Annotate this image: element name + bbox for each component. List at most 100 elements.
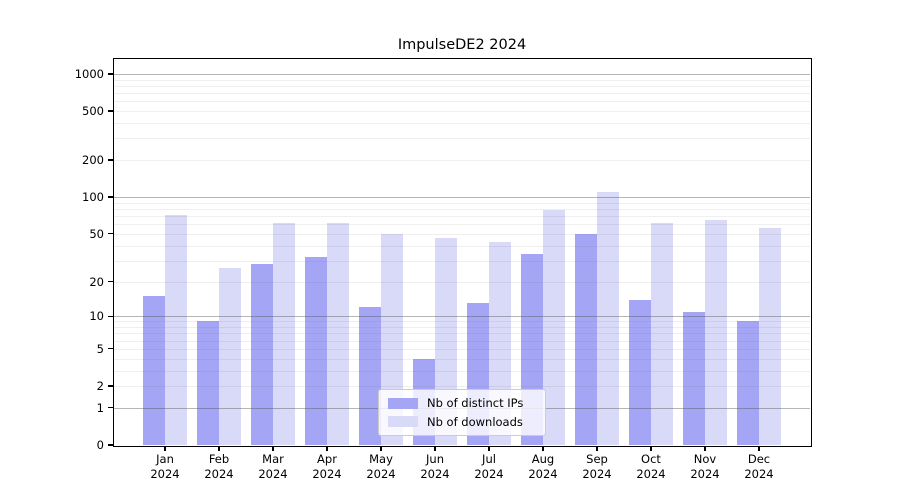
bar-distinct-ips — [197, 321, 219, 445]
x-tick-mark — [164, 446, 166, 451]
y-tick-label: 500 — [82, 104, 104, 119]
x-tick-label: Jun 2024 — [420, 452, 450, 481]
bar-downloads — [327, 223, 349, 445]
grid-line-minor — [114, 93, 810, 94]
y-tick-mark — [108, 315, 113, 317]
x-tick-mark — [704, 446, 706, 451]
grid-line-minor — [114, 209, 810, 210]
y-tick-mark — [108, 110, 113, 112]
grid-line-minor — [114, 160, 810, 162]
x-tick-label: May 2024 — [366, 452, 396, 481]
y-tick-label: 1000 — [74, 66, 104, 81]
grid-line-minor — [114, 233, 810, 235]
grid-line-minor — [114, 224, 810, 226]
chart-title: ImpulseDE2 2024 — [397, 37, 527, 53]
y-tick-label: 5 — [96, 341, 104, 356]
x-tick-label: Oct 2024 — [636, 452, 666, 481]
x-tick-label: Aug 2024 — [528, 452, 558, 481]
x-tick-label: Dec 2024 — [744, 452, 774, 481]
bar-distinct-ips — [737, 321, 759, 445]
x-tick-mark — [326, 446, 328, 451]
y-tick-label: 100 — [82, 190, 104, 205]
y-tick-label: 2 — [96, 379, 104, 393]
y-tick-mark — [108, 407, 113, 409]
grid-line-minor — [114, 370, 810, 372]
bar-downloads — [165, 214, 187, 445]
grid-line-minor — [114, 281, 810, 283]
y-tick-label: 200 — [82, 153, 104, 168]
grid-line-minor — [114, 327, 810, 328]
bar-distinct-ips — [251, 264, 273, 445]
bar-downloads — [651, 222, 673, 445]
grid-line-minor — [114, 358, 810, 360]
legend-swatch-downloads — [388, 416, 418, 428]
x-tick-mark — [434, 446, 436, 451]
legend-row-downloads: Nb of downloads — [388, 415, 538, 429]
y-tick-mark — [108, 159, 113, 161]
x-tick-mark — [596, 446, 598, 451]
y-tick-mark — [108, 385, 113, 387]
y-tick-mark — [108, 444, 113, 446]
plot-area: 0 1 2 5 10 20 50 100 200 500 1000 Jan 2024 Feb 2024 Mar… — [75, 57, 812, 481]
y-tick-label: 10 — [89, 309, 104, 324]
grid-line-minor — [114, 111, 810, 113]
grid-line-minor — [114, 85, 810, 87]
x-tick-label: Feb 2024 — [204, 452, 234, 481]
grid-line-minor — [114, 333, 810, 335]
grid-line-minor — [114, 340, 810, 342]
x-tick-mark — [542, 446, 544, 451]
bar-distinct-ips — [629, 299, 651, 445]
x-tick-mark — [272, 446, 274, 451]
bar-downloads — [273, 223, 295, 445]
bar-distinct-ips — [143, 296, 165, 445]
y-tick-mark — [108, 233, 113, 235]
grid-line-minor — [114, 260, 810, 262]
grid-line-major — [114, 73, 810, 75]
bar-distinct-ips — [359, 307, 381, 445]
grid-line-minor — [114, 348, 810, 350]
grid-line-major — [114, 197, 810, 199]
bar-downloads — [543, 210, 565, 445]
grid-line-minor — [114, 216, 810, 217]
x-tick-mark — [650, 446, 652, 451]
y-tick-mark — [108, 73, 113, 75]
bar-distinct-ips — [575, 233, 597, 445]
y-tick-mark — [108, 196, 113, 198]
y-tick-mark — [108, 280, 113, 283]
grid-line-minor — [114, 386, 810, 387]
y-tick-label: 50 — [89, 226, 104, 241]
bar-downloads — [597, 192, 619, 445]
grid-line-major — [114, 316, 810, 318]
y-tick-label: 20 — [89, 274, 104, 289]
legend: Nb of distinct IPs Nb of downloads — [378, 389, 546, 436]
x-tick-mark — [758, 446, 760, 451]
grid-line-minor — [114, 202, 810, 204]
bar-distinct-ips — [305, 257, 327, 445]
x-tick-label: Nov 2024 — [690, 452, 720, 481]
x-tick-label: Jan 2024 — [150, 452, 180, 481]
y-tick-mark — [108, 348, 113, 350]
bar-downloads — [219, 268, 241, 445]
grid-line-minor — [114, 245, 810, 247]
x-tick-mark — [488, 446, 490, 451]
x-tick-label: Sep 2024 — [582, 452, 612, 481]
bar-downloads — [705, 220, 727, 445]
grid-line-minor — [114, 123, 810, 124]
grid-line-minor — [114, 321, 810, 323]
grid-line-minor — [114, 138, 810, 140]
grid-line-minor — [114, 101, 810, 103]
y-tick-label: 0 — [96, 438, 104, 452]
bar-downloads — [759, 227, 781, 445]
x-tick-mark — [380, 446, 382, 451]
x-tick-mark — [218, 446, 220, 451]
y-tick-label: 1 — [96, 400, 104, 415]
bar-distinct-ips — [683, 311, 705, 445]
legend-label-distinct-ips: Nb of distinct IPs — [427, 396, 524, 411]
x-tick-label: Mar 2024 — [258, 452, 288, 481]
grid-line-minor — [114, 79, 810, 81]
legend-label-downloads: Nb of downloads — [427, 414, 523, 429]
legend-swatch-distinct-ips — [388, 397, 418, 409]
x-tick-label: Apr 2024 — [312, 452, 342, 481]
legend-row-distinct-ips: Nb of distinct IPs — [388, 396, 538, 410]
